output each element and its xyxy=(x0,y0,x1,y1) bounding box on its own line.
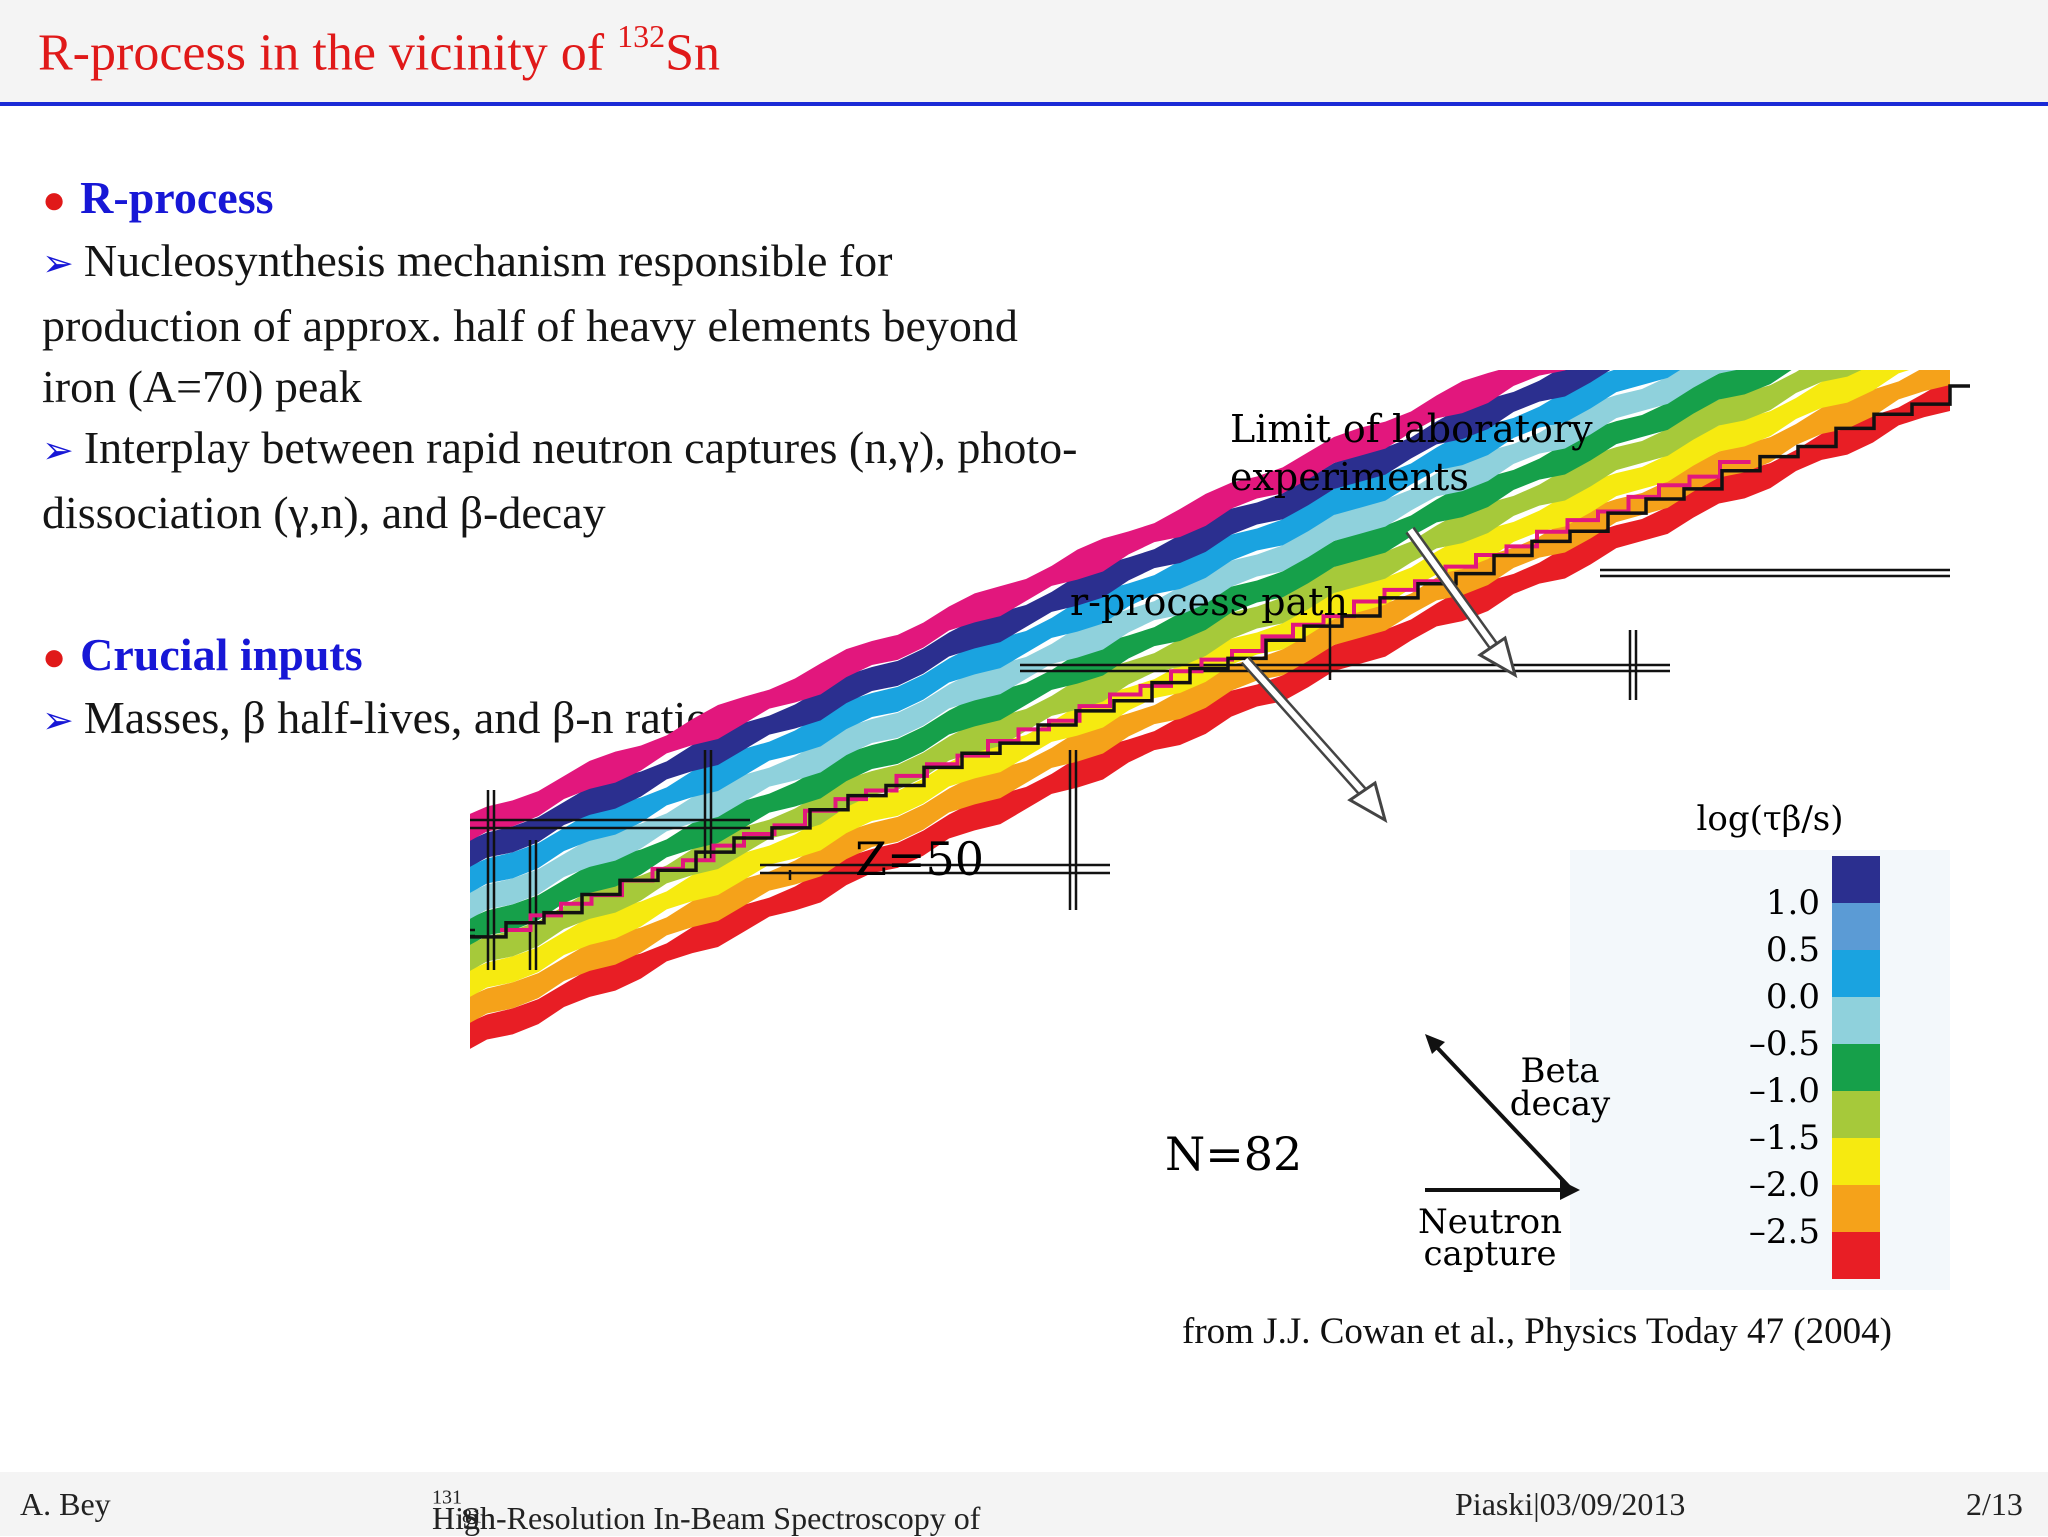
limit-label-line1: Limit of laboratory xyxy=(1230,407,1593,451)
colorbar-swatch xyxy=(1832,950,1880,997)
colorbar-tick-label: 0.5 xyxy=(1766,930,1820,970)
bullet-item: ➢ Masses, β half-lives, and β-n ratios xyxy=(42,692,728,743)
magic-number-lines xyxy=(375,568,1950,970)
bullet-list: ● R-process ➢ Nucleosynthesis mechanism re… xyxy=(42,168,1102,752)
figure-caption: from J.J. Cowan et al., Physics Today 47… xyxy=(1182,1311,1892,1352)
colorbar-tick-label: –0.5 xyxy=(1749,1024,1820,1064)
colorbar-swatch xyxy=(1832,1185,1880,1232)
z50-label: Z=50 xyxy=(855,832,984,886)
bullet-dot-icon: ● xyxy=(42,634,67,679)
colorbar-legend: 1.0 0.5 0.0 –0.5 –1.0 –1.5 –2.0 –2.5 xyxy=(1749,856,1880,1279)
r-process-path-line xyxy=(500,460,1751,932)
arrow-bullet-icon: ➢ xyxy=(42,243,74,285)
section-heading-inputs: ● Crucial inputs xyxy=(42,629,363,680)
beta-label-1: Beta xyxy=(1520,1051,1599,1091)
colorbar-swatch xyxy=(1832,856,1880,903)
n82-label: N=82 xyxy=(1165,1127,1302,1181)
footer-page-number: 2/13 xyxy=(1966,1486,2023,1522)
colorbar-tick-label: –2.0 xyxy=(1749,1165,1820,1205)
colorbar-swatch xyxy=(1832,997,1880,1044)
nuclide-chart-figure: Limit of laboratory experiments r-proces… xyxy=(375,170,1988,1310)
colorbar-swatch xyxy=(1832,1044,1880,1091)
laboratory-limit-line xyxy=(430,384,1988,957)
legend-title: log(τβ/s) xyxy=(1696,799,1843,839)
nuclide-band xyxy=(410,326,1950,1025)
nuclide-band xyxy=(410,222,1950,921)
neutron-label-2: capture xyxy=(1423,1234,1556,1274)
colorbar-swatch xyxy=(1832,1232,1880,1279)
colorbar-tick-label: –1.0 xyxy=(1749,1071,1820,1111)
bullet-item: ➢ Nucleosynthesis mechanism responsible f… xyxy=(42,235,1018,412)
bullet-item: ➢ Interplay between rapid neutron capture… xyxy=(42,422,1078,538)
colorbar-tick-label: –1.5 xyxy=(1749,1118,1820,1158)
arrow-bullet-icon: ➢ xyxy=(42,700,74,742)
rpath-label: r-process path xyxy=(1070,580,1348,624)
footer-bar: A. Bey High-Resolution In-Beam Spectrosc… xyxy=(0,1472,2048,1536)
colorbar-tick-label: –2.5 xyxy=(1749,1212,1820,1252)
limit-arrow-icon xyxy=(1405,526,1518,679)
bullet-dot-icon: ● xyxy=(42,177,67,222)
limit-label-line2: experiments xyxy=(1230,455,1469,499)
colorbar-swatch xyxy=(1832,1091,1880,1138)
beta-decay-arrow-icon xyxy=(1428,1038,1574,1192)
legend-panel xyxy=(1570,850,1950,1290)
rpath-arrow-icon xyxy=(1240,656,1388,824)
colorbar-swatch xyxy=(1832,1138,1880,1185)
colorbar-tick-label: 0.0 xyxy=(1766,977,1820,1017)
neutron-label-1: Neutron xyxy=(1418,1202,1562,1242)
nuclide-chart-svg: Limit of laboratory experiments r-proces… xyxy=(375,170,1988,1310)
beta-label-2: decay xyxy=(1510,1084,1611,1124)
nuclide-band xyxy=(410,378,1950,1077)
colorbar-swatch xyxy=(1832,903,1880,950)
nuclide-band xyxy=(410,352,1950,1051)
slide-title: R-process in the vicinity of 132Sn xyxy=(38,18,721,82)
title-bar: R-process in the vicinity of 132Sn xyxy=(0,0,2048,106)
nuclide-band xyxy=(410,196,1950,895)
section-heading-rprocess: ● R-process xyxy=(42,172,274,223)
nuclide-band xyxy=(410,248,1950,947)
footer-venue-date: Piaski|03/09/2013 xyxy=(1455,1486,1686,1522)
arrow-bullet-icon: ➢ xyxy=(42,430,74,472)
decay-direction-diagram: Beta decay Neutron capture xyxy=(1418,1034,1611,1274)
footer-talk-title: High-Resolution In-Beam Spectroscopy of … xyxy=(432,1486,981,1536)
nuclide-band xyxy=(410,274,1950,973)
colorbar-tick-label: 1.0 xyxy=(1766,883,1820,923)
footer-author: A. Bey xyxy=(20,1486,111,1522)
